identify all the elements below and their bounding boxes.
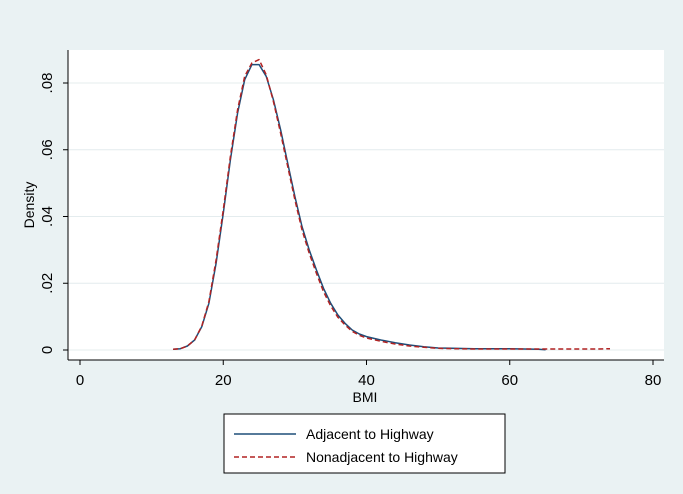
y-tick-label: .08 [39,73,56,94]
y-tick-label: .02 [39,273,56,294]
y-axis-title: Density [21,182,37,229]
x-tick-label: 0 [76,372,84,389]
legend-label-nonadjacent: Nonadjacent to Highway [306,449,458,465]
legend-box [223,413,506,474]
x-tick-label: 80 [645,372,662,389]
x-axis-title: BMI [353,389,378,405]
y-tick-label: .04 [39,206,56,227]
series [173,58,611,351]
plot-area [68,50,664,360]
x-tick-label: 60 [501,372,518,389]
grid [68,82,664,351]
legend: Adjacent to Highway Nonadjacent to Highw… [223,413,506,474]
y-tick-label: 0 [39,346,56,354]
legend-label-adjacent: Adjacent to Highway [306,426,434,442]
x-tick-label: 40 [358,372,375,389]
x-tick-label: 20 [215,372,232,389]
y-tick-label: .06 [39,139,56,160]
ticks: 0 .02 .04 .06 .08 0 20 40 60 80 [39,73,661,389]
